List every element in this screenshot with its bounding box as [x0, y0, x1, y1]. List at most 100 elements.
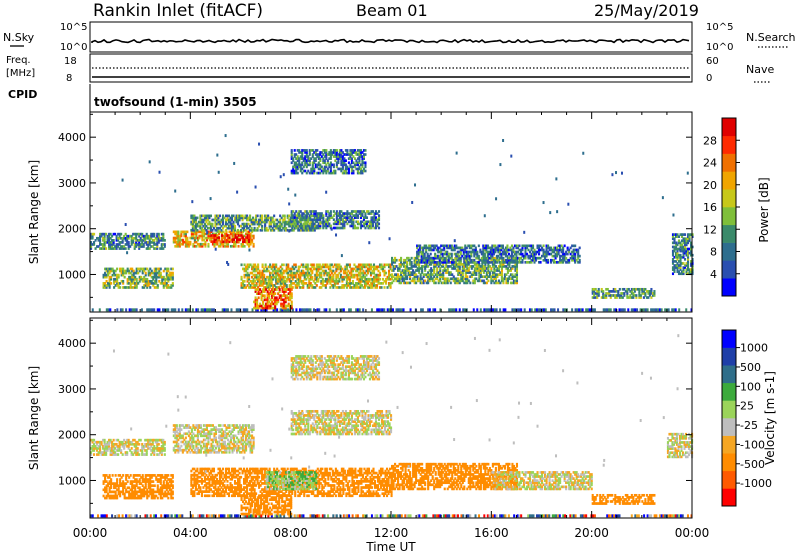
- echo-cell: [189, 241, 191, 244]
- echo-cell: [215, 248, 217, 251]
- echo-cell: [411, 201, 413, 204]
- colorbar-swatch: [722, 243, 736, 261]
- echo-cell: [488, 261, 490, 264]
- echo-cell: [364, 161, 366, 164]
- echo-cell: [167, 308, 169, 311]
- echo-cell: [499, 308, 501, 311]
- echo-cell: [575, 308, 577, 311]
- echo-cell: [151, 308, 153, 311]
- echo-cell: [397, 514, 399, 517]
- echo-cell: [414, 183, 416, 186]
- echo-cell: [116, 514, 118, 517]
- echo-cell: [557, 308, 559, 311]
- echo-cell: [579, 255, 581, 258]
- echo-cell: [468, 514, 470, 517]
- echo-cell: [116, 268, 118, 271]
- echo-cell: [635, 294, 637, 297]
- echo-cell: [225, 134, 227, 137]
- echo-cell: [502, 244, 504, 247]
- echo-cell: [355, 308, 357, 311]
- echo-cell: [394, 514, 396, 517]
- echo-cell: [196, 229, 198, 232]
- echo-cell: [653, 290, 655, 293]
- echo-cell: [446, 514, 448, 517]
- echo-cell: [186, 231, 188, 234]
- echo-cell: [108, 308, 110, 311]
- echo-cell: [679, 248, 681, 251]
- echo-cell: [158, 308, 160, 311]
- echo-cell: [668, 308, 670, 311]
- echo-cell: [211, 308, 213, 311]
- echo-cell: [552, 308, 554, 311]
- echo-cell: [99, 308, 101, 311]
- nave-tick-top: 60: [706, 56, 719, 67]
- echo-cell: [110, 282, 112, 285]
- colorbar-tick-label: 24: [703, 157, 717, 170]
- echo-cell: [191, 200, 193, 203]
- echo-cell: [160, 514, 162, 517]
- echo-cell: [418, 514, 420, 517]
- echo-cell: [264, 294, 266, 297]
- echo-cell: [204, 308, 206, 311]
- echo-cell: [158, 233, 160, 236]
- freq-label-2: [MHz]: [6, 68, 35, 79]
- date-title: 25/May/2019: [594, 1, 699, 20]
- echo-cell: [631, 308, 633, 311]
- echo-cell: [453, 514, 455, 517]
- echo-cell: [466, 275, 468, 278]
- echo-cell: [562, 308, 564, 311]
- echo-cell: [392, 308, 394, 311]
- echo-cell: [201, 308, 203, 311]
- echo-cell: [129, 308, 131, 311]
- echo-cell: [484, 214, 486, 217]
- echo-cell: [262, 263, 264, 266]
- echo-cell: [619, 308, 621, 311]
- echo-cell: [473, 308, 475, 311]
- echo-cell: [455, 514, 457, 517]
- echo-cell: [299, 514, 301, 517]
- echo-cell: [379, 272, 381, 275]
- echo-cell: [169, 514, 171, 517]
- echo-cell: [513, 308, 515, 311]
- echo-cell: [274, 514, 276, 517]
- echo-cell: [134, 308, 136, 311]
- echo-cell: [381, 514, 383, 517]
- echo-cell: [157, 284, 159, 287]
- echo-cell: [655, 308, 657, 311]
- echo-cell: [287, 308, 289, 311]
- echo-cell: [172, 268, 174, 271]
- echo-cell: [207, 243, 209, 246]
- echo-cell: [223, 514, 225, 517]
- echo-cell: [127, 514, 129, 517]
- echo-cell: [399, 308, 401, 311]
- echo-cell: [202, 514, 204, 517]
- echo-cell: [237, 308, 239, 311]
- echo-cell: [443, 514, 445, 517]
- echo-cell: [494, 514, 496, 517]
- echo-cell: [295, 263, 297, 266]
- echo-cell: [225, 308, 227, 311]
- colorbar-swatch: [722, 278, 736, 296]
- echo-cell: [357, 227, 359, 230]
- echo-cell: [478, 255, 480, 258]
- echo-cell: [308, 308, 310, 311]
- echo-cell: [436, 261, 438, 264]
- echo-cell: [352, 170, 354, 173]
- echo-cell: [185, 308, 187, 311]
- echo-cell: [209, 514, 211, 517]
- echo-cell: [383, 286, 385, 289]
- echo-cell: [396, 514, 398, 517]
- echo-cell: [579, 259, 581, 262]
- echo-cell: [345, 514, 347, 517]
- echo-cell: [456, 152, 458, 155]
- station-title: Rankin Inlet (fitACF): [93, 1, 263, 21]
- echo-cell: [295, 308, 297, 311]
- echo-cell: [160, 268, 162, 271]
- echo-cell: [231, 234, 233, 237]
- echo-cell: [153, 233, 155, 236]
- echo-cell: [167, 514, 169, 517]
- echo-cell: [662, 196, 664, 199]
- echo-cell: [469, 514, 471, 517]
- echo-cell: [218, 514, 220, 517]
- echo-cell: [275, 263, 277, 266]
